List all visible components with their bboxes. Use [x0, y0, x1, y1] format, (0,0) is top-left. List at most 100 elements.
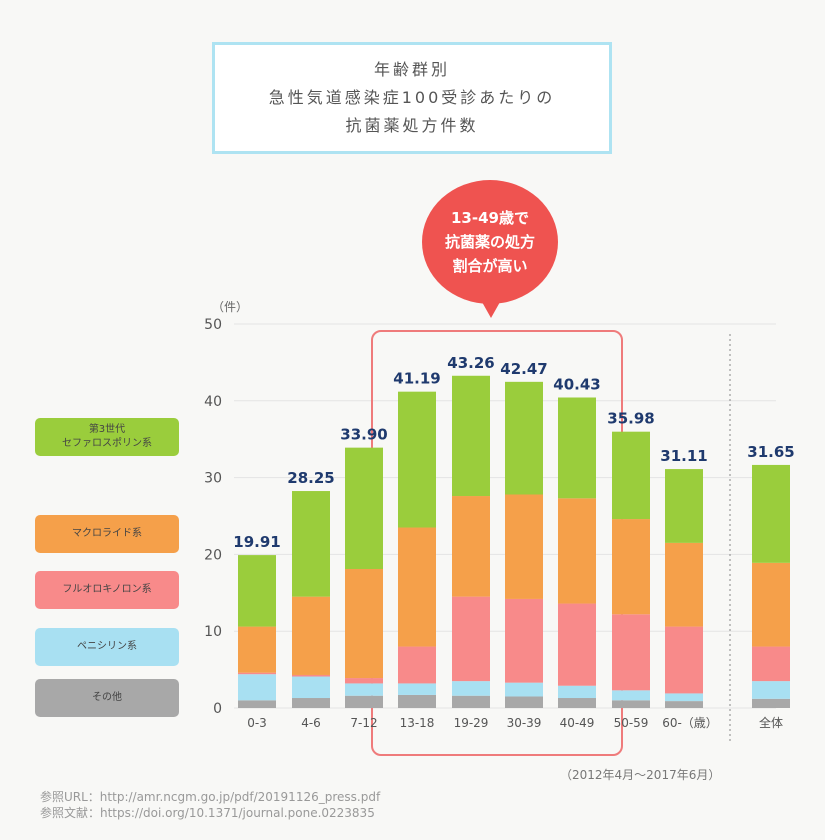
bar-segment — [398, 527, 436, 647]
bar-segment — [665, 542, 703, 627]
bar-segment — [612, 690, 650, 701]
legend-label-cephalosporin-1: 第3世代 — [88, 424, 126, 435]
bar-segment — [505, 494, 543, 599]
legend-label-cephalosporin-2: セファロスポリン系 — [62, 438, 152, 449]
bar-segment — [752, 698, 790, 708]
bar-segment — [665, 626, 703, 694]
bar-total-label: 33.90 — [340, 426, 387, 444]
y-tick-label: 20 — [204, 547, 222, 563]
bar-segment — [612, 700, 650, 708]
chart-title-line3: 抗菌薬処方件数 — [345, 116, 479, 135]
y-tick-label: 40 — [204, 394, 222, 410]
bar-segment — [505, 598, 543, 683]
bar-segment — [752, 646, 790, 682]
x-tick-label: 19-29 — [454, 716, 489, 730]
bar-total-label: 35.98 — [607, 410, 654, 428]
legend-item-macrolide: マクロライド系 — [35, 515, 179, 553]
bar-total-label: 31.11 — [660, 447, 707, 465]
bar-segment — [558, 397, 596, 499]
bar-total-label: 43.26 — [447, 354, 494, 372]
bar-total-label: 31.65 — [747, 443, 794, 461]
bar-segment — [665, 469, 703, 543]
x-tick-label: 13-18 — [400, 716, 435, 730]
bar-segment — [238, 674, 276, 701]
bar-segment — [558, 603, 596, 686]
bar-segment — [505, 381, 543, 495]
y-tick-label: 30 — [204, 471, 222, 487]
bar-segment — [292, 491, 330, 597]
x-tick-label: 0-3 — [247, 716, 267, 730]
bar-segment — [505, 682, 543, 697]
legend-item-other: その他 — [35, 679, 179, 717]
bar-segment — [398, 646, 436, 684]
y-tick-label: 50 — [204, 317, 222, 333]
bar-segment — [665, 701, 703, 708]
bar-total-label: 40.43 — [553, 375, 600, 393]
chart-title-box: 年齢群別 急性気道感染症100受診あたりの 抗菌薬処方件数 — [212, 42, 612, 154]
x-tick-label: 50-59 — [614, 716, 649, 730]
y-tick-label: 0 — [213, 701, 222, 717]
bar-segment — [398, 694, 436, 708]
legend-label-macrolide: マクロライド系 — [72, 528, 142, 539]
y-tick-label: 10 — [204, 624, 222, 640]
bar-segment — [612, 431, 650, 520]
legend-label-fluoroquinolone: フルオロキノロン系 — [62, 584, 152, 595]
bar-segment — [752, 562, 790, 647]
bar-segment — [398, 391, 436, 528]
bar-segment — [452, 375, 490, 497]
bar-segment — [558, 698, 596, 708]
bar-segment — [752, 681, 790, 699]
x-tick-label: 30-39 — [507, 716, 542, 730]
period-note: （2012年4月〜2017年6月） — [560, 768, 721, 782]
references: 参照URL：http://amr.ncgm.go.jp/pdf/20191126… — [40, 789, 380, 821]
x-tick-label: 4-6 — [301, 716, 321, 730]
bar-segment — [612, 614, 650, 691]
bar-segment — [452, 681, 490, 696]
bar-segment — [345, 447, 383, 569]
y-axis-unit-label: （件） — [212, 300, 249, 314]
bar-segment — [238, 555, 276, 627]
bar-total-label: 28.25 — [287, 469, 334, 487]
callout-line2: 抗菌薬の処方 — [444, 233, 535, 251]
x-tick-label: 7-12 — [350, 716, 377, 730]
x-tick-label: 全体 — [759, 715, 783, 730]
reference-doi: 参照文献：https://doi.org/10.1371/journal.pon… — [40, 806, 375, 820]
bar-segment — [345, 683, 383, 696]
bar-segment — [665, 693, 703, 702]
bar-segment — [452, 695, 490, 708]
bar-segment — [292, 676, 330, 699]
bar-segment — [292, 674, 330, 677]
reference-url: 参照URL：http://amr.ncgm.go.jp/pdf/20191126… — [40, 790, 381, 804]
bar-segment — [238, 700, 276, 708]
bar-segment — [345, 695, 383, 708]
legend-label-other: その他 — [92, 692, 122, 703]
bar-segment — [345, 678, 383, 684]
bar-segment — [238, 672, 276, 675]
bar-segment — [345, 568, 383, 679]
legend-label-penicillin: ペニシリン系 — [77, 641, 137, 652]
legend-item-fluoroquinolone: フルオロキノロン系 — [35, 571, 179, 609]
chart-title-line2: 急性気道感染症100受診あたりの — [268, 88, 556, 107]
bar-segment — [238, 626, 276, 673]
bar-segment — [558, 685, 596, 699]
bar-total-label: 19.91 — [233, 533, 280, 551]
bar-segment — [558, 498, 596, 604]
legend-item-penicillin: ペニシリン系 — [35, 628, 179, 666]
callout-line3: 割合が高い — [452, 257, 528, 275]
bar-segment — [752, 464, 790, 563]
bar-segment — [452, 496, 490, 597]
bar-total-label: 41.19 — [393, 370, 440, 388]
x-tick-label: 40-49 — [560, 716, 595, 730]
bar-segment — [452, 596, 490, 682]
bar-segment — [398, 683, 436, 695]
bar-segment — [505, 696, 543, 708]
callout-line1: 13-49歳で — [451, 209, 529, 227]
bar-segment — [292, 596, 330, 675]
bar-segment — [612, 519, 650, 615]
highlight-callout: 13-49歳で 抗菌薬の処方 割合が高い — [422, 180, 558, 318]
bar-segment — [292, 698, 330, 708]
bar-total-label: 42.47 — [500, 360, 547, 378]
chart-title-line1: 年齢群別 — [373, 60, 450, 79]
legend-item-cephalosporin: 第3世代 セファロスポリン系 — [35, 418, 179, 456]
